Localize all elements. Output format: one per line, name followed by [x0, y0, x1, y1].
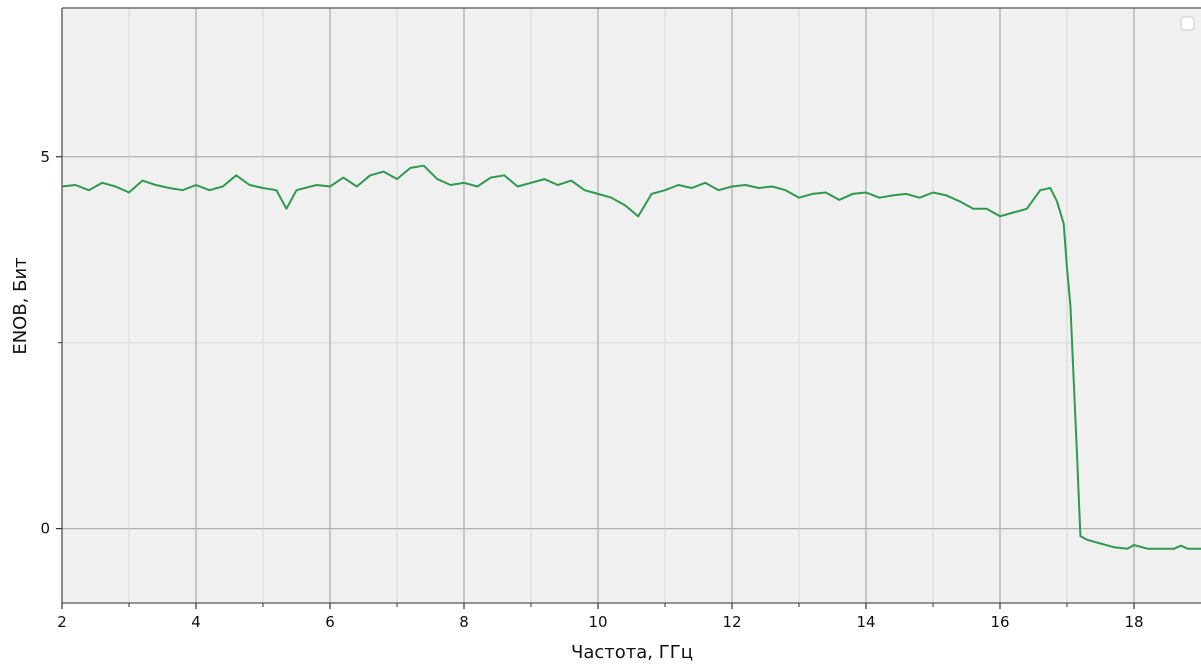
x-tick-label: 10 — [588, 613, 607, 631]
y-axis-ticks: 05 — [40, 148, 62, 538]
x-tick-label: 18 — [1124, 613, 1143, 631]
y-axis-title: ENOB, Бит — [10, 257, 31, 354]
x-tick-label: 8 — [459, 613, 469, 631]
minor-grid — [62, 8, 1201, 603]
x-tick-label: 6 — [325, 613, 335, 631]
x-tick-label: 4 — [191, 613, 201, 631]
major-grid — [61, 8, 1201, 603]
legend-box — [1180, 16, 1195, 31]
axes — [61, 7, 1201, 604]
y-tick-label: 5 — [40, 148, 50, 166]
plot-area — [62, 8, 1201, 603]
x-axis-title: Частота, ГГц — [571, 642, 693, 663]
series-line — [61, 164, 1201, 550]
series-layer — [61, 164, 1201, 550]
x-tick-label: 2 — [57, 613, 67, 631]
x-tick-label: 16 — [990, 613, 1009, 631]
x-axis-ticks: 2 4 6 8 10 12 14 16 18 — [57, 603, 1144, 631]
x-tick-label: 12 — [722, 613, 741, 631]
x-tick-label: 14 — [856, 613, 875, 631]
y-tick-label: 0 — [40, 520, 50, 538]
